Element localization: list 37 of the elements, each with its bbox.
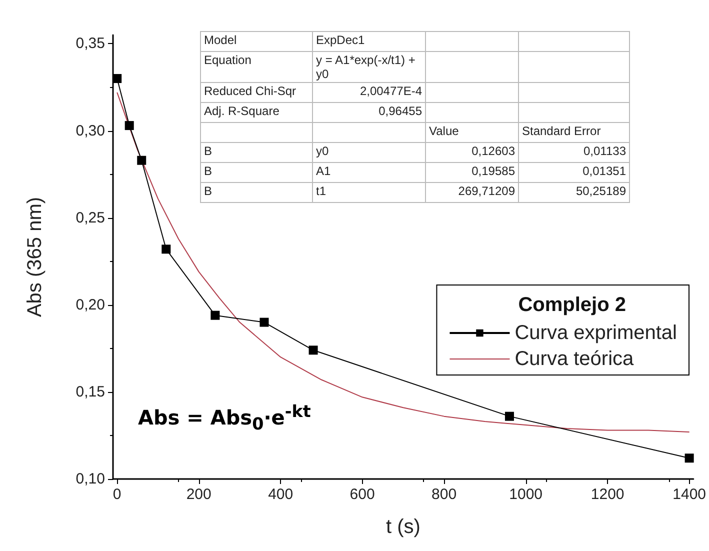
y-tick-label: 0,10 <box>76 470 105 488</box>
x-axis-title: t (s) <box>386 516 420 538</box>
point <box>210 310 220 320</box>
point <box>684 454 694 463</box>
annotation: Abs = Abs$_{0}$·e$^{-kt}$ <box>138 402 311 434</box>
point <box>112 74 122 84</box>
x-tick-label: 1200 <box>590 486 624 503</box>
x-tick-label: 1000 <box>509 486 543 503</box>
x-tick-label: 0 <box>112 486 122 503</box>
x-tick-label: 800 <box>432 486 457 503</box>
legend-label: Curva exprimental <box>514 322 678 344</box>
y-tick-label: 0,25 <box>76 209 105 226</box>
text: Value Standard Error <box>429 124 601 138</box>
y-axis-title: Abs (365 nm) <box>24 196 46 318</box>
text: Model ExpDec1 <box>204 33 365 47</box>
point <box>308 346 318 355</box>
point <box>137 156 146 165</box>
x-tick-label: 1400 <box>672 486 706 503</box>
text: B A1 0,19585 0,01351 <box>204 164 626 178</box>
text: B y0 0,12603 0,01133 <box>204 144 626 158</box>
y-tick-label: 0,20 <box>76 296 105 314</box>
legend-title: Complejo 2 <box>518 294 626 316</box>
point <box>260 318 269 327</box>
y-tick-label: 0,15 <box>76 383 105 400</box>
text: Equation y = A1*exp(-x/t1) + y0 <box>204 53 416 81</box>
x-tick-label: 600 <box>350 486 375 503</box>
x-tick-label: 200 <box>186 486 212 503</box>
point <box>504 412 514 421</box>
point <box>124 121 134 130</box>
text: Adj. R-Square 0,96455 <box>204 104 422 118</box>
x-tick-label: 400 <box>268 486 294 503</box>
y-tick-label: 0,30 <box>76 122 105 140</box>
text: B t1 269,71209 50,25189 <box>204 184 626 198</box>
text: Reduced Chi-Sqr 2,00477E-4 <box>204 84 422 98</box>
point <box>162 244 171 254</box>
y-tick-label: 0,35 <box>76 35 105 52</box>
legend-label: Curva teórica <box>514 348 635 370</box>
